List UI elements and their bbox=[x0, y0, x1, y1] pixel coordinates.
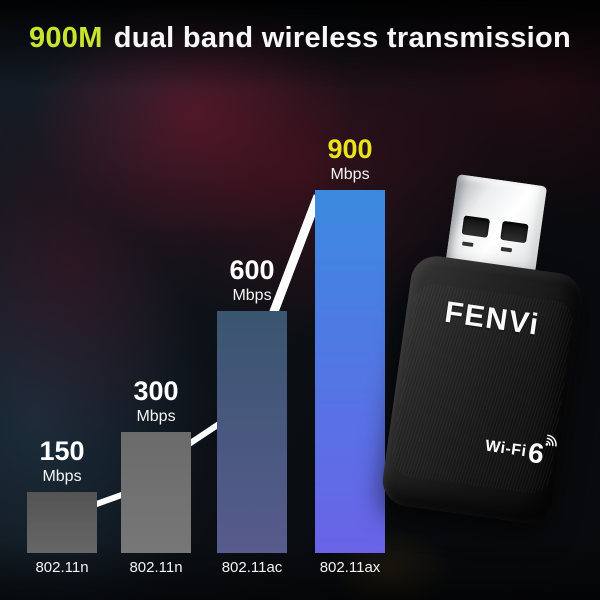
bar-category-label: 802.11ac bbox=[221, 559, 283, 576]
bar-unit: Mbps bbox=[136, 408, 176, 425]
bar-value: 600 bbox=[229, 255, 275, 285]
usb-contact-mark bbox=[500, 246, 513, 253]
usb-contact-hole bbox=[461, 215, 490, 238]
bar-value-label: 900 Mbps bbox=[327, 136, 372, 183]
bar-category-label: 802.11n bbox=[35, 559, 89, 576]
bar-value-label: 600 Mbps bbox=[229, 257, 274, 304]
bar-900mbps bbox=[315, 190, 385, 553]
bar-unit: Mbps bbox=[232, 287, 272, 304]
bar-value-label: 150 Mbps bbox=[39, 438, 84, 485]
wifi-badge-text: Wi-Fi bbox=[484, 437, 528, 461]
bar-value: 900 bbox=[327, 134, 373, 164]
bar-unit: Mbps bbox=[330, 166, 370, 183]
title-rest: dual band wireless transmission bbox=[113, 22, 572, 54]
title-highlight: 900M bbox=[28, 22, 103, 54]
bar-300mbps bbox=[121, 432, 191, 553]
wifi-signal-icon bbox=[545, 434, 557, 447]
bar-unit: Mbps bbox=[42, 468, 82, 485]
bar-group-300: 300 Mbps 802.11n bbox=[121, 378, 191, 576]
bar-category-label: 802.11ax bbox=[319, 559, 381, 576]
bar-value-label: 300 Mbps bbox=[133, 378, 178, 425]
bar-group-900: 900 Mbps 802.11ax bbox=[315, 136, 385, 576]
bar-group-150: 150 Mbps 802.11n bbox=[27, 438, 97, 576]
bar-category-label: 802.11n bbox=[129, 559, 183, 576]
bar-group-600: 600 Mbps 802.11ac bbox=[217, 257, 287, 576]
usb-contact-hole bbox=[500, 220, 529, 244]
adapter-body: FENVi Wi-Fi 6 bbox=[379, 252, 585, 527]
bar-600mbps bbox=[217, 311, 287, 553]
usb-contact-mark bbox=[462, 241, 474, 247]
bar-value: 150 bbox=[39, 436, 85, 466]
bar-150mbps bbox=[27, 492, 97, 553]
bar-value: 300 bbox=[133, 376, 179, 406]
page-title: 900M dual band wireless transmission bbox=[0, 22, 600, 55]
